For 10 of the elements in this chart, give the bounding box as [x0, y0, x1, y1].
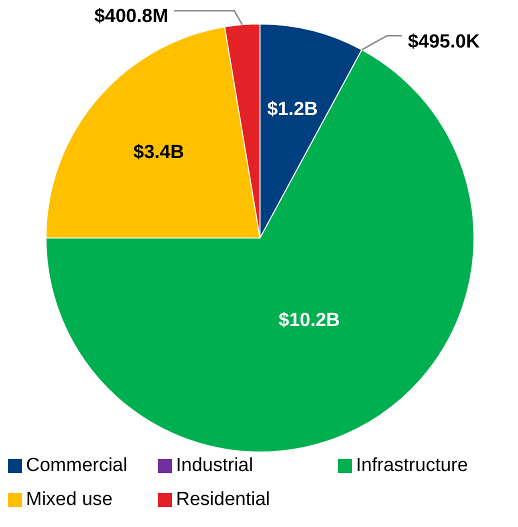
data-label: $3.4B — [133, 142, 184, 163]
legend-label: Residential — [176, 489, 270, 511]
data-label: $495.0K — [408, 31, 480, 52]
legend-label: Infrastructure — [356, 455, 468, 477]
data-label: $10.2B — [278, 310, 340, 332]
data-label: $400.8M — [94, 6, 168, 28]
legend-label: Commercial — [26, 455, 128, 477]
legend-label: Industrial — [176, 455, 254, 477]
legend-label: Mixed use — [26, 489, 113, 511]
data-label: $1.2B — [267, 98, 318, 120]
